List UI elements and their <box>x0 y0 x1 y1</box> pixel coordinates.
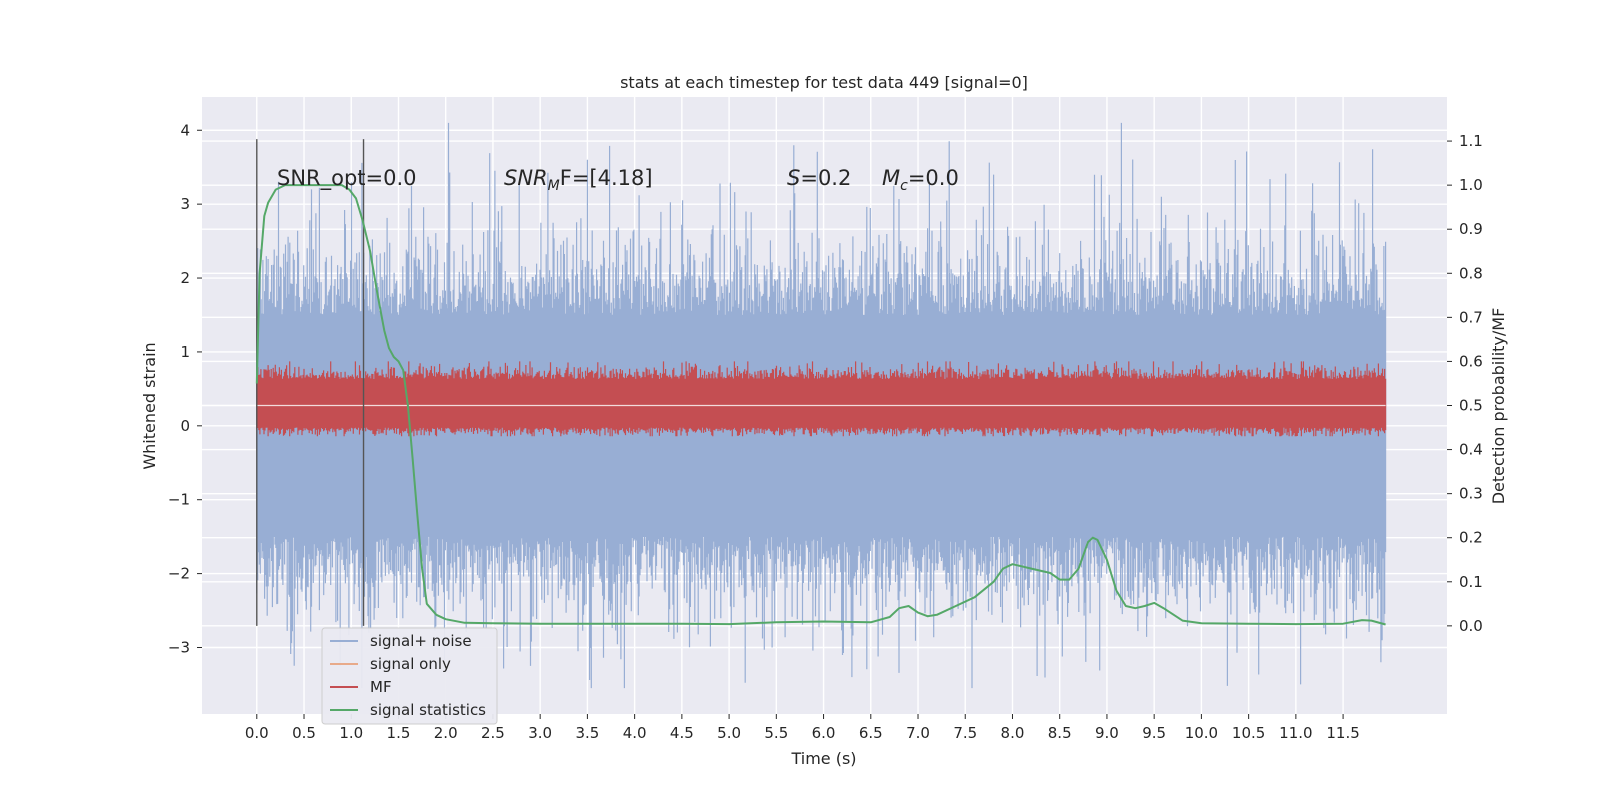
right-axis-ticks: 1.1 1.0 0.9 0.8 0.7 0.6 0.5 0.4 0.3 0.2 0.1 0.0 <box>1447 132 1483 635</box>
annotation-snr-mf-subscript: M <box>548 178 560 194</box>
annotation-s-value: =0.2 <box>800 166 851 190</box>
right-tick-label: 0.8 <box>1459 264 1483 282</box>
annotation-mc-value: =0.0 <box>908 166 959 190</box>
left-tick-label: −2 <box>168 565 190 583</box>
chart-title: stats at each timestep for test data 449… <box>620 73 1028 92</box>
y2-axis-label: Detection probability/MF <box>1489 308 1508 505</box>
legend-label-signal: signal only <box>370 655 451 673</box>
x-tick-label: 1.0 <box>339 724 363 742</box>
annotation-snr-mf-symbol: SNR <box>504 166 548 190</box>
annotation-mc-subscript: c <box>900 178 908 194</box>
left-tick-label: −3 <box>168 638 190 656</box>
annotation-snr-opt: SNR_opt=0.0 <box>277 166 417 191</box>
annotation-mc: Mc=0.0 <box>882 166 959 194</box>
x-tick-label: 6.5 <box>859 724 883 742</box>
annotation-s: S=0.2 <box>787 166 851 190</box>
signal-statistics-series <box>255 184 1386 626</box>
x-tick-label: 0.0 <box>245 724 269 742</box>
right-tick-label: 0.5 <box>1459 397 1483 415</box>
x-tick-label: 3.0 <box>528 724 552 742</box>
x-tick-label: 8.5 <box>1048 724 1072 742</box>
right-tick-label: 1.0 <box>1459 176 1483 194</box>
x-tick-label: 2.5 <box>481 724 505 742</box>
left-tick-label: 1 <box>180 343 190 361</box>
x-tick-label: 10.5 <box>1232 724 1265 742</box>
right-tick-label: 1.1 <box>1459 132 1483 150</box>
x-tick-label: 4.5 <box>670 724 694 742</box>
legend-label-mf: MF <box>370 678 392 696</box>
annotation-mc-symbol: M <box>882 166 900 190</box>
right-tick-label: 0.1 <box>1459 573 1483 591</box>
signal-statistics-line <box>255 184 1386 626</box>
legend-box <box>321 627 498 725</box>
left-axis-ticks: 4 3 2 1 0 −1 −2 −3 <box>168 121 202 656</box>
right-tick-label: 0.2 <box>1459 529 1483 547</box>
right-tick-label: 0.6 <box>1459 352 1483 370</box>
x-tick-label: 8.0 <box>1001 724 1025 742</box>
legend: signal+ noise signal only MF signal stat… <box>321 627 498 725</box>
mf-series <box>256 361 1387 437</box>
x-tick-label: 11.0 <box>1279 724 1312 742</box>
x-tick-label: 1.5 <box>387 724 411 742</box>
annotation-snr-mf-value: F=[4.18] <box>560 166 653 190</box>
x-tick-label: 3.5 <box>575 724 599 742</box>
x-tick-label: 7.5 <box>953 724 977 742</box>
y-axis-label: Whitened strain <box>140 342 159 469</box>
right-tick-label: 0.7 <box>1459 308 1483 326</box>
left-tick-label: 2 <box>180 269 190 287</box>
left-tick-label: 3 <box>180 195 190 213</box>
annotation-s-symbol: S <box>787 166 800 190</box>
x-tick-label: 11.5 <box>1326 724 1359 742</box>
legend-label-noise: signal+ noise <box>370 632 472 650</box>
x-tick-label: 2.0 <box>434 724 458 742</box>
x-axis-label: Time (s) <box>790 749 856 768</box>
x-tick-label: 5.5 <box>764 724 788 742</box>
x-tick-label: 5.0 <box>717 724 741 742</box>
x-tick-label: 9.5 <box>1142 724 1166 742</box>
x-tick-label: 7.0 <box>906 724 930 742</box>
right-tick-label: 0.0 <box>1459 617 1483 635</box>
right-tick-label: 0.3 <box>1459 485 1483 503</box>
left-tick-label: −1 <box>168 491 190 509</box>
left-tick-label: 4 <box>180 121 190 139</box>
right-tick-label: 0.9 <box>1459 220 1483 238</box>
left-tick-label: 0 <box>180 417 190 435</box>
right-tick-label: 0.4 <box>1459 441 1483 459</box>
annotation-snr-mf: SNRMF=[4.18] <box>504 166 653 194</box>
x-tick-label: 6.0 <box>812 724 836 742</box>
x-tick-label: 4.0 <box>623 724 647 742</box>
x-tick-label: 0.5 <box>292 724 316 742</box>
x-axis-ticks: 0.0 0.5 1.0 1.5 2.0 2.5 3.0 3.5 4.0 4.5 5.0 5.5 6.0 6… <box>245 714 1360 742</box>
legend-label-stat: signal statistics <box>370 701 486 719</box>
x-tick-label: 10.0 <box>1185 724 1218 742</box>
x-tick-label: 9.0 <box>1095 724 1119 742</box>
